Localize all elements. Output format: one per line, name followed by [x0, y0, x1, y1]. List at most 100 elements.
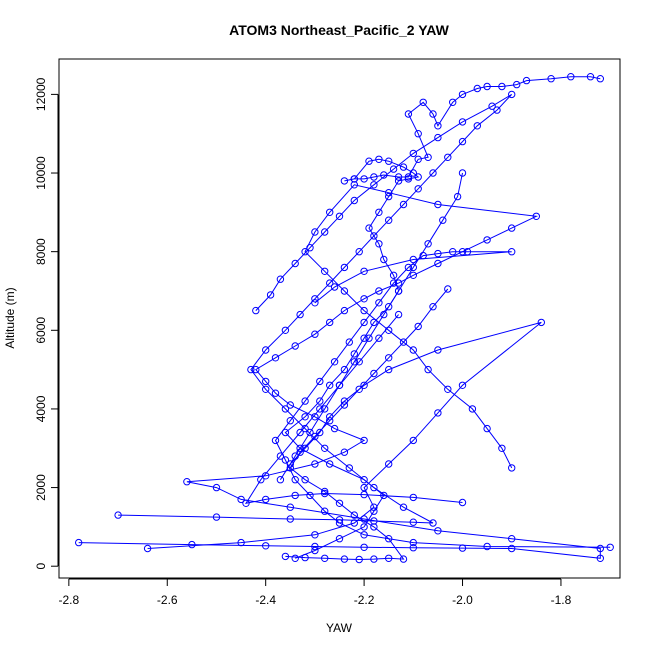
- x-axis-label: YAW: [326, 621, 353, 635]
- series-2: [114, 90, 516, 527]
- data-point: [414, 130, 422, 138]
- data-point: [473, 84, 481, 93]
- data-point: [409, 544, 417, 552]
- data-point: [281, 428, 290, 437]
- data-point: [508, 248, 516, 256]
- data-point: [321, 444, 329, 452]
- x-tick-label: -2.6: [157, 593, 178, 607]
- data-point: [360, 175, 368, 183]
- data-point: [286, 417, 294, 425]
- data-point: [385, 365, 393, 374]
- data-point: [360, 318, 368, 327]
- data-point: [360, 476, 368, 484]
- data-point: [276, 452, 285, 460]
- data-point: [335, 499, 344, 507]
- data-point: [419, 98, 427, 107]
- data-point: [498, 82, 506, 91]
- data-point: [183, 478, 191, 486]
- data-point: [439, 216, 447, 224]
- data-point: [316, 428, 324, 437]
- series-4: [271, 248, 614, 551]
- data-point: [370, 369, 378, 378]
- data-point: [340, 263, 349, 272]
- data-point: [326, 460, 334, 468]
- data-point: [262, 495, 270, 504]
- data-point: [537, 318, 545, 327]
- data-point: [444, 153, 452, 162]
- x-tick-label: -2.4: [255, 593, 276, 607]
- data-point: [311, 299, 319, 307]
- data-point: [262, 472, 270, 480]
- data-point: [296, 428, 304, 437]
- data-point: [370, 507, 378, 515]
- data-point: [355, 358, 363, 366]
- data-point: [385, 354, 393, 362]
- data-point: [321, 554, 329, 562]
- data-point: [434, 133, 442, 142]
- data-point: [458, 90, 467, 99]
- data-point: [389, 165, 398, 173]
- data-point: [404, 175, 413, 183]
- data-point: [380, 310, 388, 319]
- data-point: [513, 80, 521, 89]
- plot-frame: [58, 58, 621, 579]
- data-point: [335, 535, 344, 543]
- data-point: [365, 157, 373, 165]
- data-point: [399, 338, 408, 346]
- data-point: [212, 513, 221, 521]
- data-point: [281, 326, 290, 334]
- data-point: [350, 196, 358, 205]
- data-point: [252, 306, 260, 315]
- x-tick-label: -1.8: [551, 593, 572, 607]
- data-point: [291, 476, 299, 484]
- data-point: [291, 259, 299, 268]
- data-point: [458, 381, 467, 389]
- data-point: [355, 555, 363, 564]
- data-point: [394, 287, 403, 295]
- data-point: [434, 346, 442, 354]
- data-point: [434, 200, 442, 209]
- data-point: [424, 240, 432, 248]
- data-point: [404, 173, 413, 181]
- data-point: [360, 436, 368, 445]
- data-point: [330, 424, 339, 433]
- data-point: [301, 424, 309, 433]
- data-point: [508, 224, 516, 232]
- data-point: [114, 511, 122, 519]
- data-point: [291, 491, 299, 500]
- data-point: [586, 73, 595, 81]
- data-point: [311, 542, 319, 551]
- data-point: [370, 318, 378, 327]
- data-point: [370, 555, 378, 563]
- x-axis: -2.8 -2.6 -2.4 -2.2 -2.0 -1.8: [58, 578, 572, 607]
- data-point: [365, 334, 373, 342]
- data-point: [375, 299, 383, 307]
- data-point: [335, 212, 344, 221]
- data-point: [380, 255, 388, 264]
- data-point: [306, 428, 314, 437]
- data-point: [306, 491, 314, 500]
- data-point: [399, 555, 408, 563]
- data-point: [340, 177, 349, 185]
- data-point: [326, 279, 334, 287]
- data-point: [311, 531, 319, 539]
- data-point: [281, 552, 290, 561]
- data-point: [404, 110, 413, 118]
- data-point: [404, 263, 413, 272]
- data-point: [375, 287, 383, 295]
- y-tick-label: 0: [34, 563, 48, 570]
- data-point: [340, 365, 349, 374]
- data-point: [296, 310, 304, 319]
- data-point: [266, 291, 275, 299]
- data-point: [326, 417, 334, 425]
- data-point: [212, 483, 221, 492]
- data-point: [311, 295, 319, 303]
- data-point: [321, 487, 329, 496]
- data-point: [508, 90, 516, 99]
- data-point: [434, 409, 442, 417]
- data-point: [286, 464, 294, 472]
- data-point: [360, 334, 368, 342]
- data-point: [306, 244, 314, 252]
- data-point: [394, 177, 403, 185]
- data-point: [345, 464, 353, 472]
